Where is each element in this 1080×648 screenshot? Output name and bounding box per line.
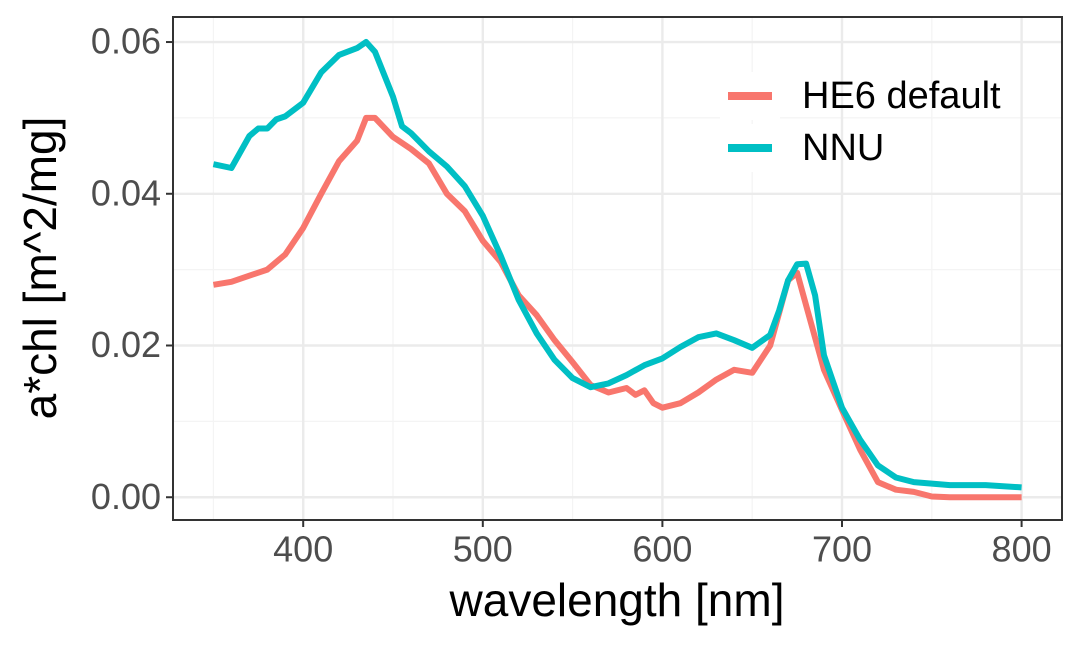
x-tick-label: 400 [273, 529, 333, 570]
y-tick-label: 0.02 [91, 324, 161, 365]
x-tick-label: 700 [812, 529, 872, 570]
panel-border [172, 16, 1063, 521]
legend-label: HE6 default [802, 75, 1001, 117]
legend-label: NNU [802, 127, 884, 169]
data-line [212, 114, 1022, 501]
x-tick-label: 500 [453, 529, 513, 570]
y-tick-label: 0.06 [91, 21, 161, 62]
x-axis-title: wavelength [nm] [449, 574, 785, 626]
data-line [212, 39, 1022, 491]
y-tick-label: 0.04 [91, 172, 161, 213]
y-axis-title: a*chl [m^2/mg] [14, 117, 66, 420]
y-tick-label: 0.00 [91, 476, 161, 517]
x-tick-label: 800 [992, 529, 1052, 570]
x-tick-label: 600 [632, 529, 692, 570]
